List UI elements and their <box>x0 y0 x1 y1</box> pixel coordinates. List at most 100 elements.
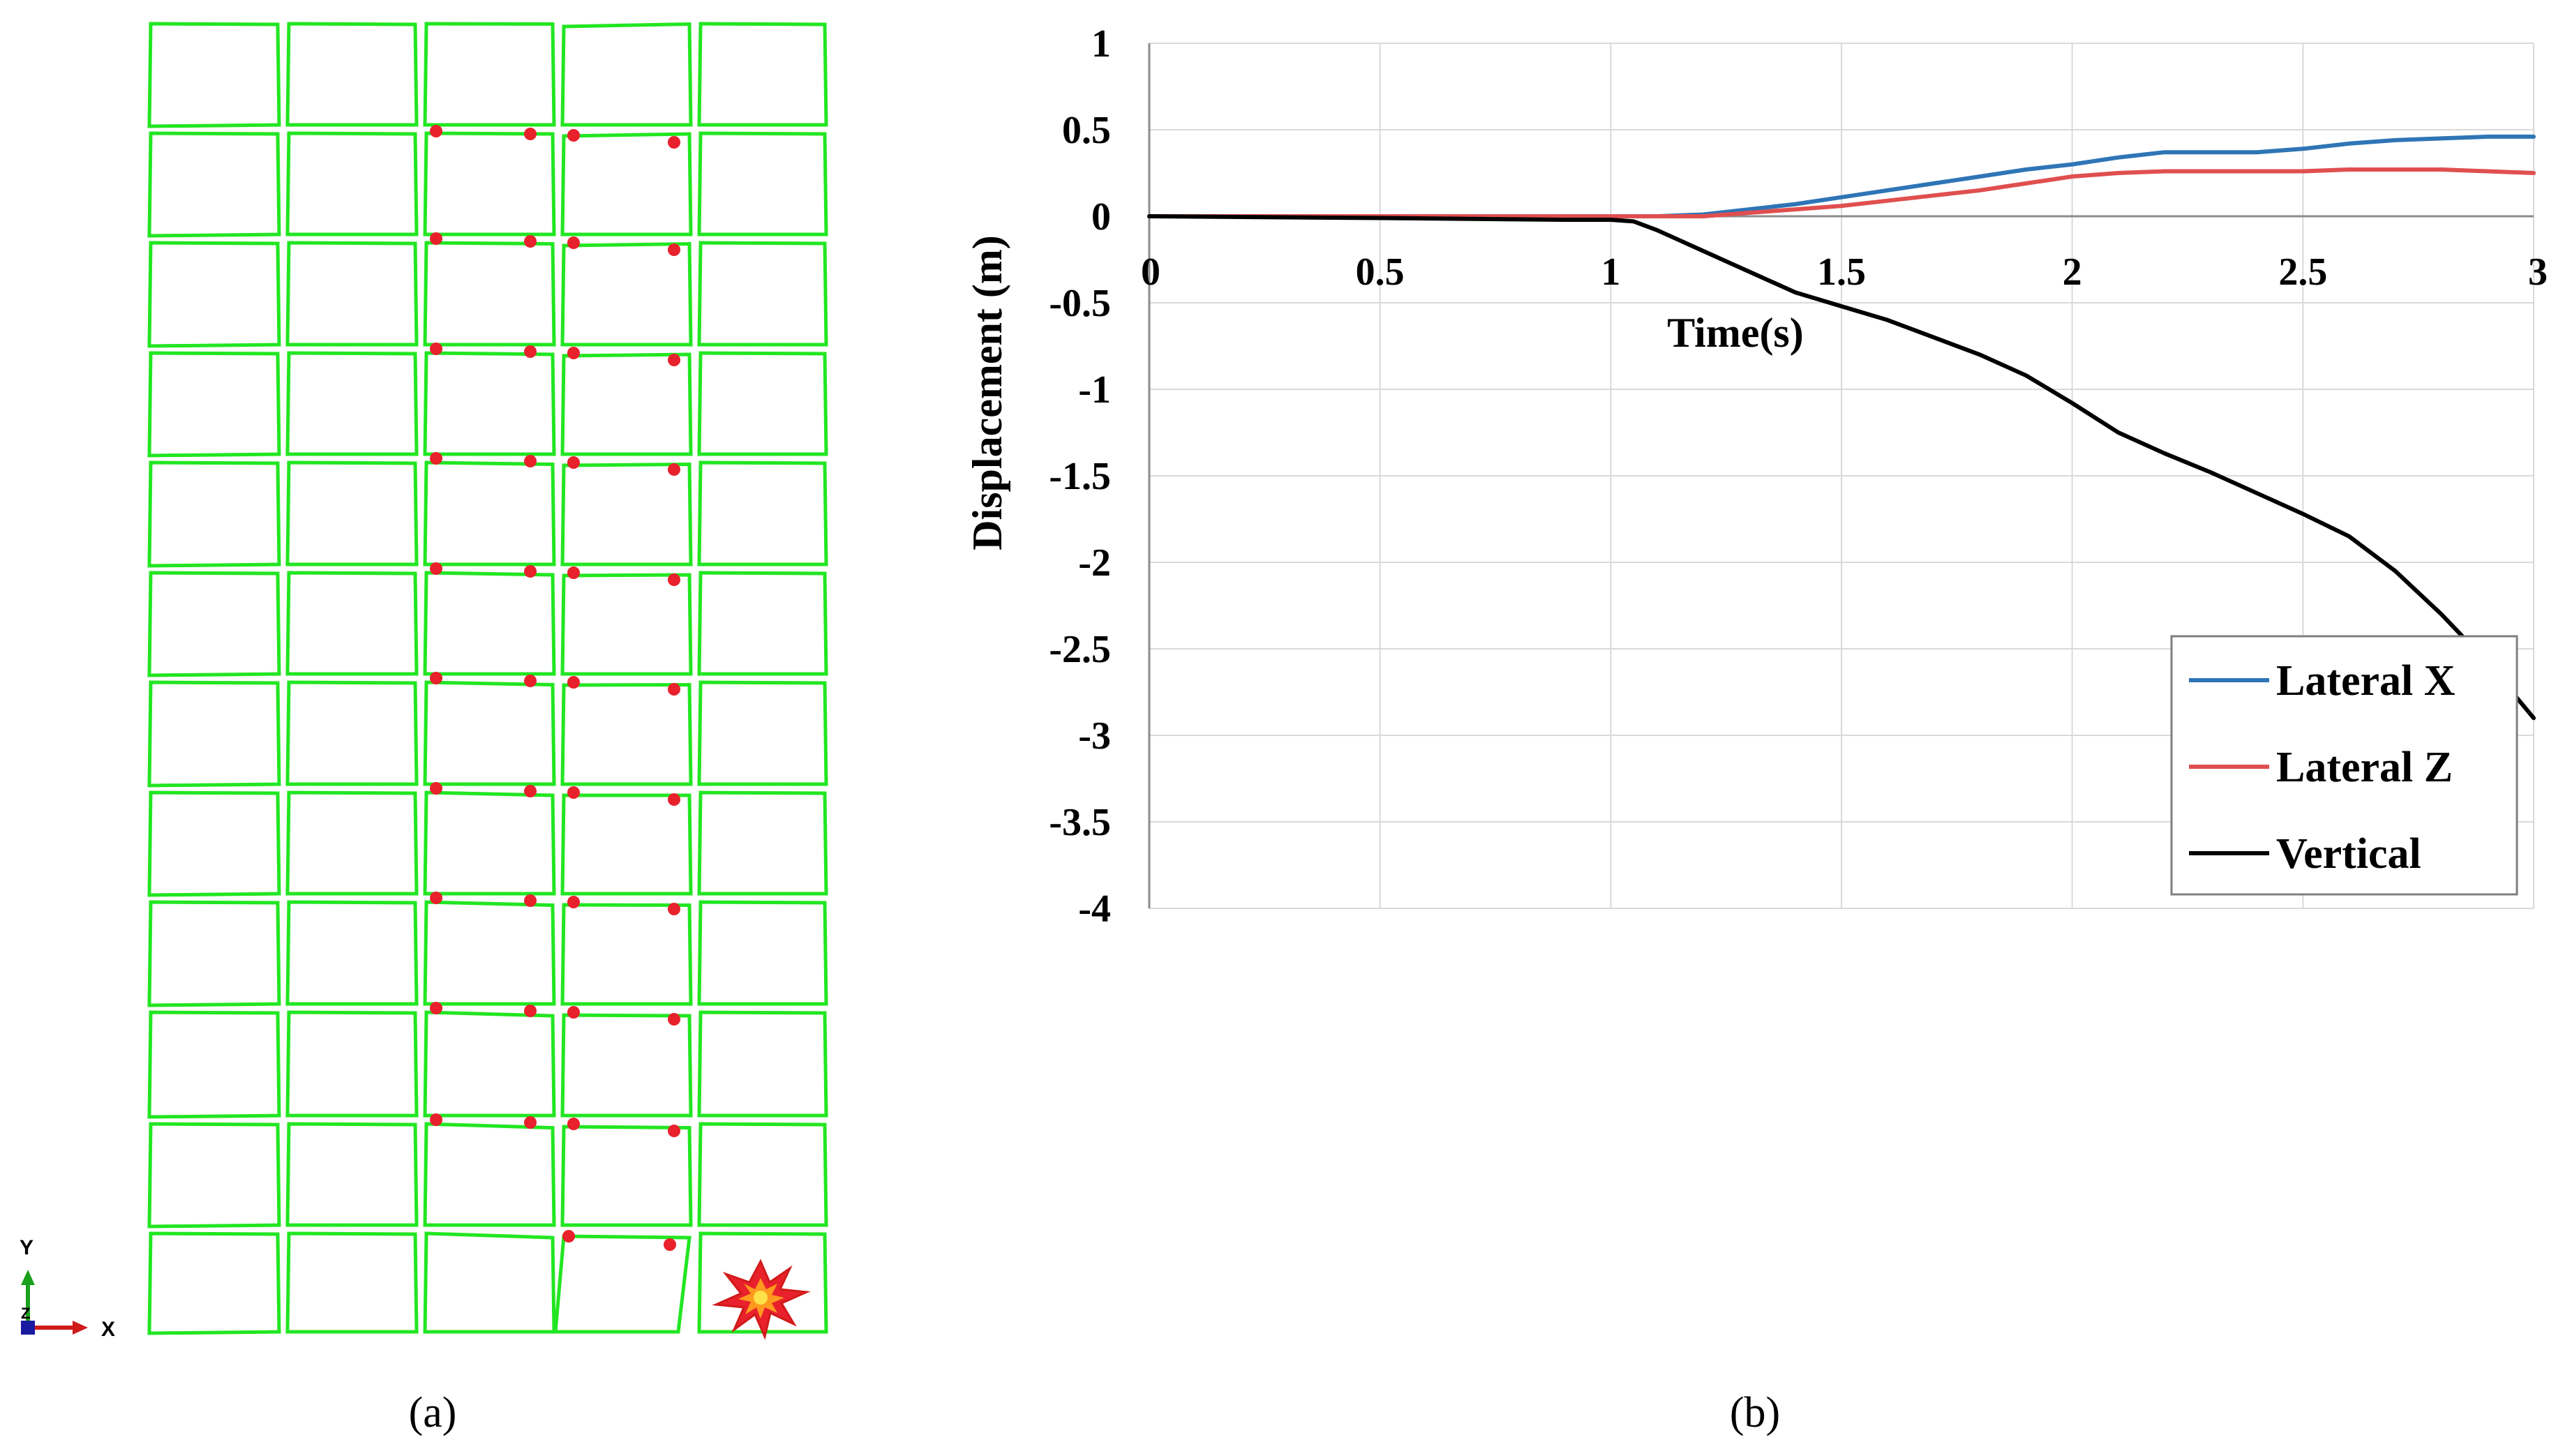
frame-bay <box>285 900 419 1006</box>
x-tick-label: 1.5 <box>1817 250 1866 294</box>
damage-marker <box>668 136 680 149</box>
frame-bay <box>423 131 556 237</box>
legend-label: Vertical <box>2276 830 2421 878</box>
legend-label: Lateral X <box>2276 657 2456 705</box>
damage-marker <box>430 1113 442 1126</box>
y-tick-label: -3.5 <box>1049 801 1111 844</box>
damage-marker <box>668 793 680 806</box>
frame-bay <box>560 1013 693 1118</box>
frame-bay <box>560 903 693 1006</box>
frame-bay <box>697 1122 828 1227</box>
frame-bay <box>285 790 419 896</box>
damage-marker <box>430 782 442 795</box>
damage-marker <box>668 1125 680 1137</box>
frame-bay <box>697 131 828 237</box>
y-tick-label: -0.5 <box>1049 282 1111 325</box>
frame-bay <box>697 22 828 127</box>
damage-marker <box>524 675 537 687</box>
damage-marker <box>567 237 580 249</box>
frame-bay <box>697 680 828 786</box>
frame-bay <box>697 241 828 347</box>
damage-marker <box>430 892 442 904</box>
frame-bay <box>697 900 828 1006</box>
frame-bay <box>147 790 281 897</box>
frame-bay <box>147 351 281 458</box>
damage-marker <box>668 463 680 476</box>
frame-bay <box>147 1010 281 1119</box>
explosion-icon <box>712 1259 811 1340</box>
damage-marker <box>430 232 442 245</box>
x-tick-labels: 0 0.5 1 1.5 2 2.5 3 <box>1141 250 2548 294</box>
series-line-lateral-z <box>1147 167 2536 218</box>
y-tick-label: -2.5 <box>1049 628 1111 671</box>
frame-bay <box>285 680 419 786</box>
panel-label-b: (b) <box>1730 1389 1780 1436</box>
frame-bay <box>423 22 556 127</box>
frame-bay <box>147 680 281 788</box>
frame-bay <box>423 460 556 566</box>
damage-marker <box>567 1006 580 1019</box>
x-tick-label: 1 <box>1601 250 1620 294</box>
frame-bay <box>423 900 556 1006</box>
frame-bay <box>147 131 281 238</box>
frame-bay <box>147 1231 281 1335</box>
series-line-vertical <box>1147 214 2536 721</box>
y-axis-title: Displacement (m) <box>964 235 1010 550</box>
displacement-chart: 1 0.5 0 -0.5 -1 -1.5 -2 -2.5 -3 -3.5 -4 0 0.5 1 1.5 2 2… <box>964 22 2548 931</box>
damage-marker <box>524 894 537 907</box>
y-tick-labels: 1 0.5 0 -0.5 -1 -1.5 -2 -2.5 -3 -3.5 -4 <box>1049 22 1111 931</box>
damage-marker <box>668 903 680 915</box>
damage-marker <box>430 452 442 465</box>
x-tick-label: 2.5 <box>2278 250 2327 294</box>
frame-bay <box>285 131 419 237</box>
frame-bay <box>553 1234 692 1334</box>
y-tick-label: 0 <box>1091 195 1111 239</box>
damage-marker <box>524 1005 537 1017</box>
x-axis-letter: X <box>101 1318 115 1341</box>
damage-marker <box>567 676 580 689</box>
damage-marker <box>668 243 680 256</box>
frame-bay <box>560 573 693 676</box>
y-arrow-head <box>21 1270 35 1285</box>
damage-markers <box>430 125 680 1251</box>
frame-bay <box>560 352 693 456</box>
y-tick-label: 1 <box>1091 22 1111 66</box>
frame-bay <box>423 1010 556 1118</box>
frame-bay <box>423 1231 556 1334</box>
y-axis-letter: Y <box>20 1236 33 1259</box>
frame-bay <box>423 571 556 676</box>
axis-triad: Y X Z <box>20 1236 115 1341</box>
y-tick-label: -2 <box>1078 541 1111 585</box>
damage-marker <box>430 672 442 684</box>
frame-bay <box>147 571 281 677</box>
frame-bay <box>560 682 693 786</box>
frame-bay <box>697 571 828 676</box>
damage-marker <box>668 1013 680 1026</box>
damage-marker <box>430 125 442 137</box>
damage-marker <box>567 786 580 799</box>
frame-bay <box>147 460 281 568</box>
frame-bay <box>423 790 556 896</box>
frame-bay <box>285 351 419 456</box>
x-tick-label: 0.5 <box>1356 250 1405 294</box>
frame-bay <box>147 241 281 348</box>
frame-bay <box>285 1122 419 1227</box>
damage-marker <box>567 896 580 908</box>
damage-marker <box>668 683 680 696</box>
series-lines <box>1147 134 2536 721</box>
damage-marker <box>524 455 537 467</box>
damage-marker <box>524 785 537 797</box>
frame-bay <box>285 241 419 347</box>
frame-bay <box>560 241 693 347</box>
damage-marker <box>524 128 537 140</box>
panel-label-a: (a) <box>409 1389 457 1436</box>
z-axis-letter: Z <box>21 1305 30 1322</box>
damage-marker <box>567 1118 580 1130</box>
y-tick-label: -4 <box>1078 887 1111 931</box>
frame-bay <box>697 1231 828 1334</box>
damage-marker <box>668 354 680 366</box>
legend-label: Lateral Z <box>2276 744 2453 791</box>
frame-bay <box>697 460 828 566</box>
frame-bay <box>423 680 556 786</box>
